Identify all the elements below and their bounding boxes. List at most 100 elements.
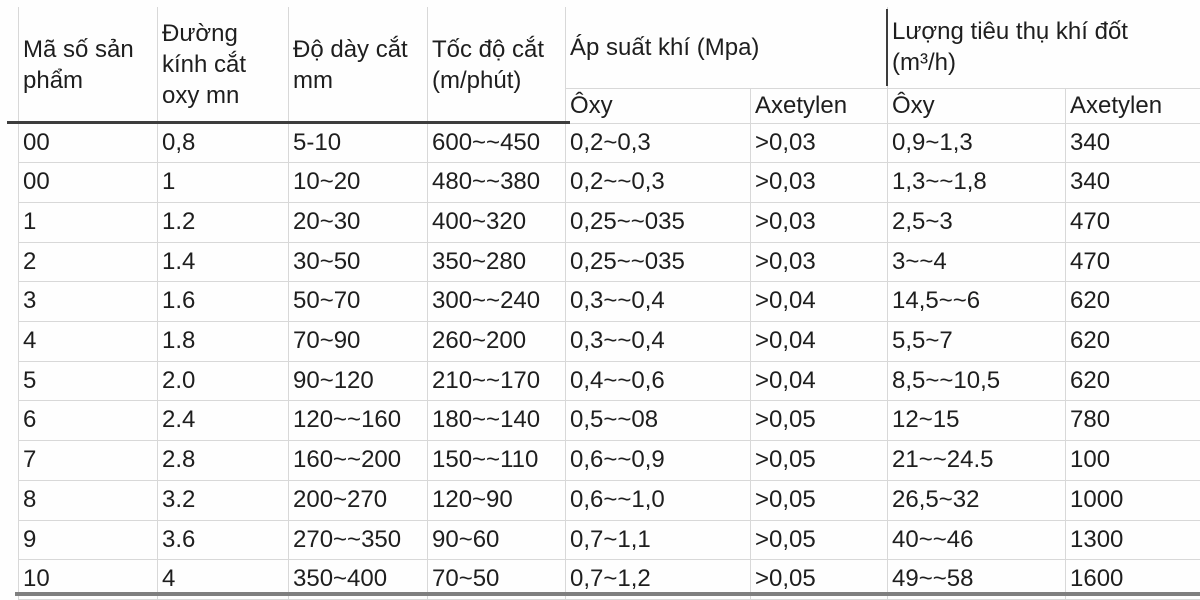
header-product-code: Mã số sản phẩm bbox=[18, 7, 158, 124]
cell-pressure-acetylene: >0,03 bbox=[749, 201, 889, 243]
cell-consumption-acetylene: 1300 bbox=[1065, 519, 1200, 561]
cell-consumption-acetylene: 620 bbox=[1065, 321, 1200, 362]
cell-consumption-acetylene: 620 bbox=[1065, 281, 1200, 323]
cell-consumption-oxygen: 2,5~3 bbox=[887, 201, 1067, 243]
header-thick-underline bbox=[7, 121, 570, 124]
table-row: 1 1.2 20~30 400~320 0,25~~035 >0,03 2,5~3 470 bbox=[18, 201, 1200, 243]
cell-cut-diameter: 1.8 bbox=[157, 321, 289, 362]
cell-pressure-oxygen: 0,5~~08 bbox=[565, 400, 751, 442]
header-cut-speed: Tốc độ cắt (m/phút) bbox=[427, 7, 566, 124]
cell-product-code: 5 bbox=[18, 360, 158, 402]
cell-pressure-acetylene: >0,05 bbox=[749, 400, 889, 442]
subheader-consumption-oxygen: Ôxy bbox=[887, 87, 1067, 124]
cell-cut-speed: 400~320 bbox=[427, 201, 566, 243]
cell-cut-diameter: 3.2 bbox=[157, 479, 289, 521]
cell-pressure-oxygen: 0,7~1,1 bbox=[565, 519, 751, 561]
header-cut-thickness: Độ dày cắt mm bbox=[288, 7, 428, 124]
cell-cut-diameter: 1.4 bbox=[157, 241, 289, 283]
cell-consumption-acetylene: 1000 bbox=[1065, 479, 1200, 521]
cell-consumption-oxygen: 14,5~~6 bbox=[887, 281, 1067, 323]
cell-cut-thickness: 270~~350 bbox=[288, 519, 428, 561]
cell-consumption-oxygen: 5,5~7 bbox=[887, 321, 1067, 362]
cell-pressure-oxygen: 0,2~0,3 bbox=[565, 122, 751, 164]
cell-pressure-oxygen: 0,4~~0,6 bbox=[565, 360, 751, 402]
cell-pressure-oxygen: 0,6~~0,9 bbox=[565, 440, 751, 481]
table-body: 00 0,8 5-10 600~~450 0,2~0,3 >0,03 0,9~1,3 340 0… bbox=[18, 122, 1200, 600]
cell-consumption-oxygen: 3~~4 bbox=[887, 241, 1067, 283]
cell-cut-speed: 180~~140 bbox=[427, 400, 566, 442]
cell-pressure-oxygen: 0,25~~035 bbox=[565, 201, 751, 243]
cell-cut-speed: 300~~240 bbox=[427, 281, 566, 323]
cell-cut-speed: 260~200 bbox=[427, 321, 566, 362]
cell-product-code: 9 bbox=[18, 519, 158, 561]
subheader-consumption-acetylene: Axetylen bbox=[1065, 87, 1200, 124]
cell-consumption-acetylene: 470 bbox=[1065, 201, 1200, 243]
cell-pressure-acetylene: >0,05 bbox=[749, 479, 889, 521]
subheader-pressure-acetylene: Axetylen bbox=[749, 87, 889, 124]
cell-product-code: 1 bbox=[18, 201, 158, 243]
table-row: 7 2.8 160~~200 150~~110 0,6~~0,9 >0,05 21~~24.… bbox=[18, 440, 1200, 481]
cell-consumption-oxygen: 1,3~~1,8 bbox=[887, 162, 1067, 203]
table-row: 00 0,8 5-10 600~~450 0,2~0,3 >0,03 0,9~1,3 340 bbox=[18, 122, 1200, 164]
cell-cut-thickness: 50~70 bbox=[288, 281, 428, 323]
cell-cut-thickness: 10~20 bbox=[288, 162, 428, 203]
header-cut-diameter: Đường kính cắt oxy mn bbox=[157, 7, 289, 124]
cell-consumption-oxygen: 12~15 bbox=[887, 400, 1067, 442]
cell-consumption-acetylene: 620 bbox=[1065, 360, 1200, 402]
header-group-gas-consumption: Lượng tiêu thụ khí đốt (m³/h) bbox=[887, 7, 1200, 89]
cell-pressure-acetylene: >0,05 bbox=[749, 519, 889, 561]
cell-pressure-acetylene: >0,03 bbox=[749, 122, 889, 164]
cell-cut-diameter: 1.2 bbox=[157, 201, 289, 243]
cell-pressure-acetylene: >0,03 bbox=[749, 162, 889, 203]
cell-cut-speed: 210~~170 bbox=[427, 360, 566, 402]
cell-product-code: 00 bbox=[18, 162, 158, 203]
cell-cut-thickness: 20~30 bbox=[288, 201, 428, 243]
cell-cut-diameter: 3.6 bbox=[157, 519, 289, 561]
cell-cut-diameter: 2.4 bbox=[157, 400, 289, 442]
cell-cut-thickness: 160~~200 bbox=[288, 440, 428, 481]
cutting-spec-table-wrap: Mã số sản phẩm Đường kính cắt oxy mn Độ … bbox=[18, 7, 1200, 600]
cell-cut-diameter: 0,8 bbox=[157, 122, 289, 164]
cell-consumption-oxygen: 40~~46 bbox=[887, 519, 1067, 561]
cell-consumption-acetylene: 470 bbox=[1065, 241, 1200, 283]
cell-product-code: 8 bbox=[18, 479, 158, 521]
table-row: 00 1 10~20 480~~380 0,2~~0,3 >0,03 1,3~~1,8 340 bbox=[18, 162, 1200, 203]
cell-pressure-oxygen: 0,3~~0,4 bbox=[565, 281, 751, 323]
table-row: 4 1.8 70~90 260~200 0,3~~0,4 >0,04 5,5~7 620 bbox=[18, 321, 1200, 362]
cell-cut-thickness: 5-10 bbox=[288, 122, 428, 164]
cell-consumption-oxygen: 8,5~~10,5 bbox=[887, 360, 1067, 402]
cell-cut-diameter: 2.0 bbox=[157, 360, 289, 402]
cell-pressure-acetylene: >0,04 bbox=[749, 281, 889, 323]
cell-cut-diameter: 1 bbox=[157, 162, 289, 203]
header-group-gas-pressure: Áp suất khí (Mpa) bbox=[564, 7, 889, 89]
cell-cut-speed: 120~90 bbox=[427, 479, 566, 521]
cell-consumption-acetylene: 780 bbox=[1065, 400, 1200, 442]
cell-product-code: 7 bbox=[18, 440, 158, 481]
table-bottom-rule bbox=[15, 592, 1200, 596]
cell-pressure-oxygen: 0,25~~035 bbox=[565, 241, 751, 283]
table-row: 3 1.6 50~70 300~~240 0,3~~0,4 >0,04 14,5~~6 620 bbox=[18, 281, 1200, 323]
cell-cut-speed: 90~60 bbox=[427, 519, 566, 561]
cell-cut-speed: 350~280 bbox=[427, 241, 566, 283]
cell-cut-thickness: 200~270 bbox=[288, 479, 428, 521]
cell-cut-thickness: 90~120 bbox=[288, 360, 428, 402]
cell-product-code: 2 bbox=[18, 241, 158, 283]
table-row: 8 3.2 200~270 120~90 0,6~~1,0 >0,05 26,5~32 100… bbox=[18, 479, 1200, 521]
cell-cut-thickness: 70~90 bbox=[288, 321, 428, 362]
cell-cut-diameter: 2.8 bbox=[157, 440, 289, 481]
cell-product-code: 3 bbox=[18, 281, 158, 323]
table-row: 5 2.0 90~120 210~~170 0,4~~0,6 >0,04 8,5~~10,5… bbox=[18, 360, 1200, 402]
cell-cut-speed: 480~~380 bbox=[427, 162, 566, 203]
cell-consumption-acetylene: 100 bbox=[1065, 440, 1200, 481]
cell-pressure-acetylene: >0,05 bbox=[749, 440, 889, 481]
cell-cut-thickness: 30~50 bbox=[288, 241, 428, 283]
cell-cut-thickness: 120~~160 bbox=[288, 400, 428, 442]
cell-cut-diameter: 1.6 bbox=[157, 281, 289, 323]
cell-cut-speed: 150~~110 bbox=[427, 440, 566, 481]
cell-pressure-oxygen: 0,6~~1,0 bbox=[565, 479, 751, 521]
cell-pressure-acetylene: >0,04 bbox=[749, 360, 889, 402]
cell-consumption-acetylene: 340 bbox=[1065, 162, 1200, 203]
cell-product-code: 4 bbox=[18, 321, 158, 362]
cell-pressure-acetylene: >0,03 bbox=[749, 241, 889, 283]
subheader-pressure-oxygen: Ôxy bbox=[565, 87, 751, 124]
